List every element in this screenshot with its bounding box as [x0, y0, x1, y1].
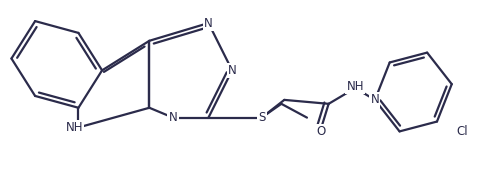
- Text: Cl: Cl: [457, 125, 468, 138]
- Text: N: N: [370, 93, 380, 106]
- Text: N: N: [228, 64, 237, 77]
- Text: O: O: [316, 125, 326, 138]
- Text: NH: NH: [66, 121, 83, 134]
- Text: NH: NH: [347, 80, 364, 93]
- Text: N: N: [169, 111, 177, 124]
- Text: N: N: [204, 17, 213, 30]
- Text: S: S: [258, 111, 265, 124]
